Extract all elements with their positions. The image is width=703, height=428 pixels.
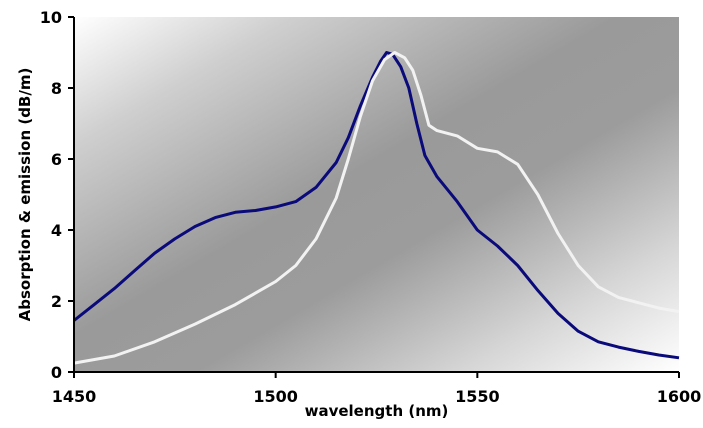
y-tick-label: 0 [51, 363, 62, 382]
y-tick-label: 10 [40, 8, 62, 27]
series-line-1 [73, 51, 680, 360]
tick-labels-layer: 0 2 4 6 8 10 1450 1500 1550 1600 [40, 8, 702, 406]
x-tick-label: 1550 [455, 387, 500, 406]
x-tick-label: 1450 [52, 387, 97, 406]
y-axis-title: Absorption & emission (dB/m) [16, 68, 34, 322]
y-tick-label: 8 [51, 79, 62, 98]
series-layer [73, 51, 680, 365]
x-tick-label: 1500 [253, 387, 298, 406]
y-tick-label: 2 [51, 292, 62, 311]
y-tick-label: 4 [51, 221, 62, 240]
x-tick-label: 1600 [657, 387, 702, 406]
y-tick-label: 6 [51, 150, 62, 169]
x-axis-title: wavelength (nm) [305, 402, 449, 420]
axes-layer [68, 16, 680, 378]
series-line-2 [73, 51, 680, 365]
